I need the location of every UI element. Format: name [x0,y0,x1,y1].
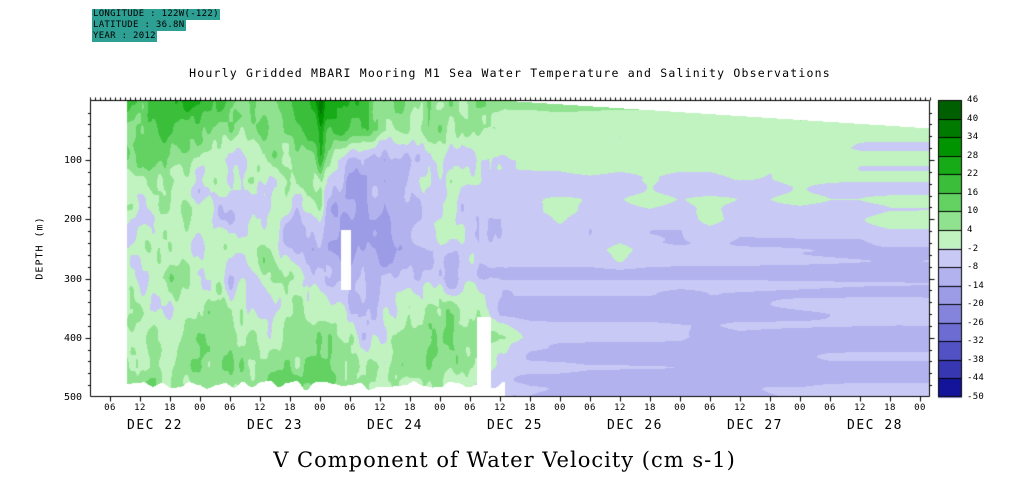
x-hour-tick-label: 06 [584,403,596,413]
colorbar-tick-label: -38 [967,354,985,365]
x-hour-tick-label: 12 [494,403,506,413]
x-hour-tick-label: 06 [824,403,836,413]
colorbar-tick-label: -2 [967,243,979,254]
y-tick-label: 100 [63,155,82,166]
x-hour-tick-label: 00 [194,403,206,413]
x-hour-tick-label: 00 [674,403,686,413]
colorbar-tick-label: 16 [967,187,979,198]
x-day-label: DEC 25 [487,418,543,433]
x-day-label: DEC 28 [847,418,903,433]
y-tick-label: 300 [63,273,82,285]
chart-title: Hourly Gridded MBARI Mooring M1 Sea Wate… [189,66,831,80]
x-hour-tick-label: 18 [764,403,776,413]
x-hour-tick-label: 18 [404,403,416,413]
colorbar-tick-label: -8 [967,262,979,273]
y-tick-label: 200 [63,214,82,226]
longitude-label: LONGITUDE : 122W(-122) [92,9,220,20]
year-label: YEAR : 2012 [92,31,157,42]
colorbar-tick-label: -26 [967,317,985,328]
x-hour-tick-label: 00 [314,403,326,413]
x-hour-tick-label: 00 [914,403,926,413]
x-hour-tick-label: 12 [854,403,866,413]
colorbar-tick-label: -44 [967,373,985,384]
metadata-block: LONGITUDE : 122W(-122) LATITUDE : 36.8N … [92,9,220,42]
x-hour-tick-label: 12 [614,403,626,413]
colorbar-tick-label: 4 [967,224,973,235]
x-day-label: DEC 22 [127,418,183,433]
x-day-label: DEC 26 [607,418,663,433]
colorbar-tick-label: 28 [967,150,979,161]
colorbar-tick-label: 10 [967,206,979,217]
x-hour-tick-label: 12 [134,403,146,413]
x-hour-tick-label: 06 [344,403,356,413]
x-hour-tick-label: 06 [224,403,236,413]
chart-caption: V Component of Water Velocity (cm s-1) [273,448,736,472]
x-hour-tick-label: 00 [794,403,806,413]
colorbar-tick-label: 22 [967,169,979,180]
x-hour-tick-label: 06 [104,403,116,413]
colorbar-tick-label: 40 [967,113,979,124]
x-hour-tick-label: 12 [734,403,746,413]
y-tick-label: 400 [63,332,82,344]
colorbar-tick-label: -32 [967,336,985,347]
colorbar-tick-label: 34 [967,132,979,143]
colorbar-tick-label: -50 [967,392,985,402]
x-hour-tick-label: 12 [374,403,386,413]
x-hour-tick-label: 12 [254,403,266,413]
x-day-label: DEC 23 [247,418,303,433]
x-hour-tick-label: 00 [434,403,446,413]
x-day-label: DEC 27 [727,418,783,433]
x-hour-tick-label: 18 [284,403,296,413]
y-tick-label: 500 [63,392,82,403]
x-hour-tick-label: 06 [704,403,716,413]
x-hour-tick-label: 00 [554,403,566,413]
x-day-label: DEC 24 [367,418,423,433]
colorbar-tick-label: -20 [967,299,985,310]
x-hour-tick-label: 06 [464,403,476,413]
latitude-label: LATITUDE : 36.8N [92,20,186,31]
x-hour-tick-label: 18 [524,403,536,413]
x-hour-tick-label: 18 [884,403,896,413]
y-axis-title: DEPTH (m) [34,216,46,280]
colorbar-tick-label: 46 [967,95,979,105]
colorbar-tick-label: -14 [967,280,985,291]
x-hour-tick-label: 18 [644,403,656,413]
x-hour-tick-label: 18 [164,403,176,413]
